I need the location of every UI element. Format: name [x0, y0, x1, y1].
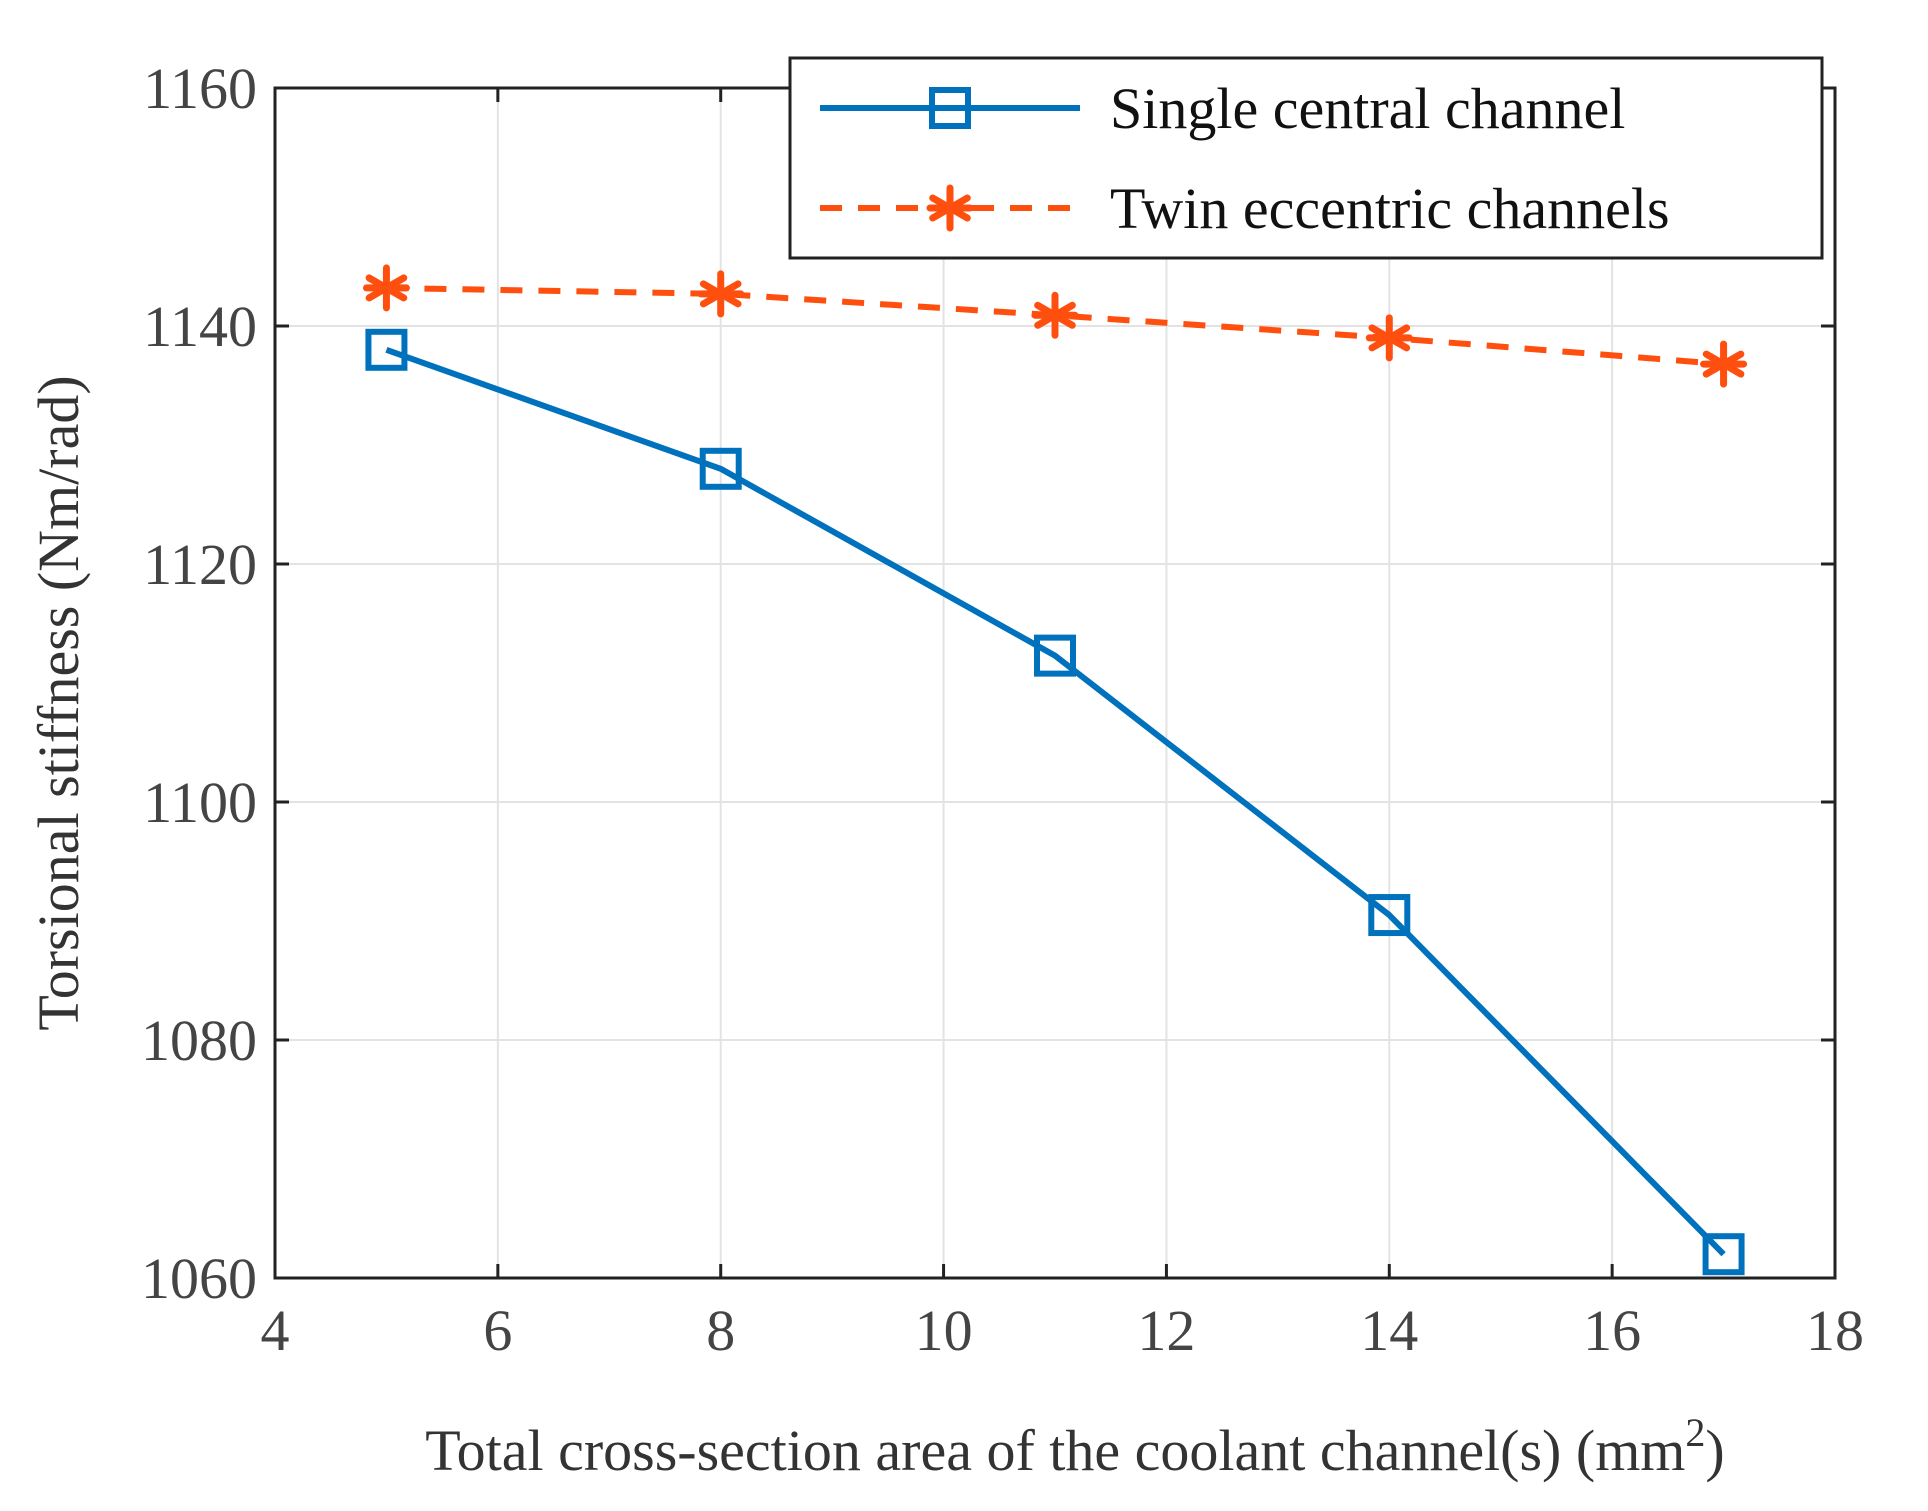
legend: Single central channel Twin eccentric cha… [788, 56, 1824, 260]
legend-label: Single central channel [1110, 76, 1625, 141]
x-tick-label: 6 [483, 1298, 512, 1363]
legend-entry: Twin eccentric channels [820, 176, 1670, 241]
x-tick-label: 4 [261, 1298, 290, 1363]
x-tick-label: 8 [706, 1298, 735, 1363]
series-1 [365, 328, 1745, 1276]
data-point [1034, 634, 1076, 677]
x-axis-title-main: Total cross-section area of the coolant … [425, 1418, 1685, 1483]
data-point [697, 270, 745, 318]
legend-marker [929, 87, 971, 129]
x-axis-title: Total cross-section area of the coolant … [425, 1410, 1725, 1483]
y-tick-label: 1160 [143, 56, 257, 121]
series-layer [362, 264, 1748, 1276]
legend-entries: Single central channel Twin eccentric cha… [820, 76, 1670, 241]
legend-label: Twin eccentric channels [1110, 176, 1670, 241]
y-tick-label: 1120 [143, 532, 257, 597]
series-2 [362, 264, 1748, 388]
series-line [386, 284, 1724, 368]
legend-entry: Single central channel [820, 76, 1625, 141]
y-tick-label: 1140 [143, 294, 257, 359]
x-tick-label: 18 [1806, 1298, 1864, 1363]
data-point [1702, 1233, 1745, 1276]
y-tick-label: 1100 [143, 770, 257, 835]
data-point [699, 447, 742, 490]
x-axis-title-superscript: 2 [1685, 1410, 1705, 1455]
y-tick-label: 1060 [141, 1246, 257, 1311]
x-axis-title-close: ) [1705, 1418, 1724, 1483]
x-tick-label: 10 [915, 1298, 973, 1363]
x-tick-label: 16 [1583, 1298, 1641, 1363]
data-point [1368, 894, 1411, 937]
y-tick-label: 1080 [141, 1008, 257, 1073]
x-tick-label: 12 [1137, 1298, 1195, 1363]
data-point [1700, 340, 1748, 388]
data-point [1031, 291, 1079, 339]
legend-marker [926, 184, 974, 232]
tick-labels: 4 6 8 10 12 14 16 18 1060 1080 1100 1120 1140 1160 [141, 56, 1864, 1363]
data-point [1365, 314, 1413, 362]
data-point [362, 264, 410, 312]
y-axis-title: Torsional stiffness (Nm/rad) [26, 375, 91, 1030]
x-tick-label: 14 [1360, 1298, 1418, 1363]
series-line [385, 346, 1726, 1257]
data-point [365, 328, 408, 371]
